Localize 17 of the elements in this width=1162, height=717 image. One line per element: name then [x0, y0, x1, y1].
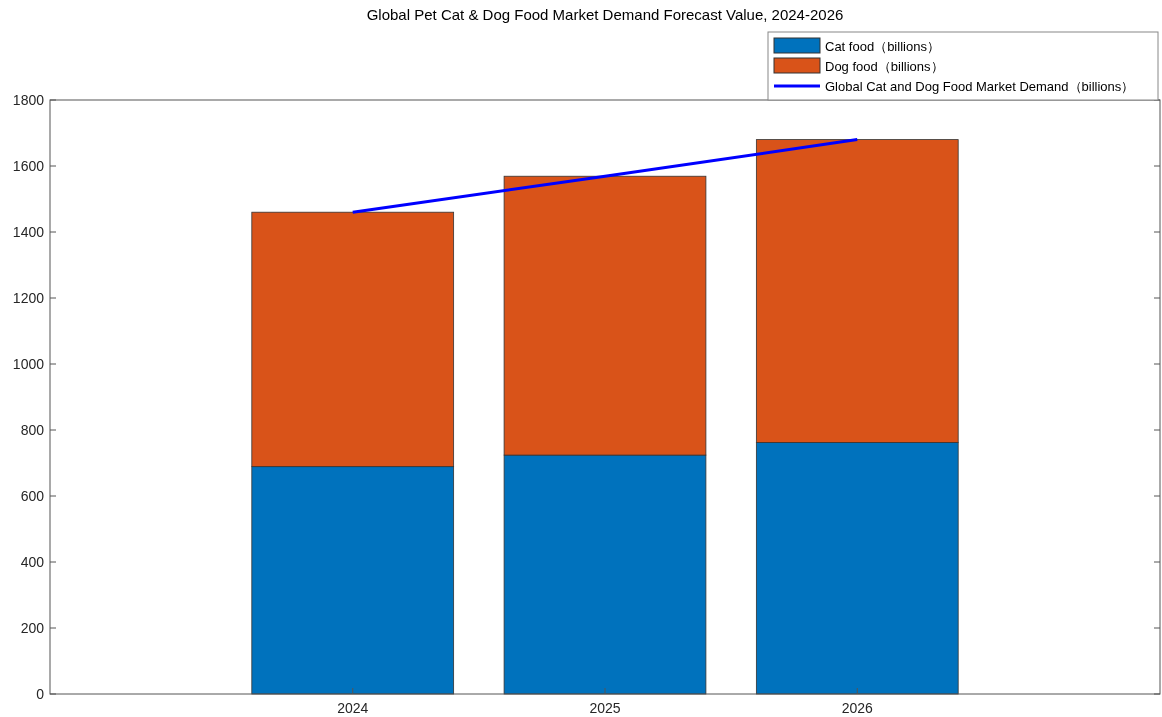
y-tick-label: 600 [20, 488, 45, 504]
legend-label: Cat food（billions） [825, 39, 940, 54]
y-tick-label: 1200 [12, 290, 45, 306]
legend-label: Global Cat and Dog Food Market Demand（billions） [825, 79, 1135, 94]
y-tick-label: 0 [36, 686, 45, 702]
y-tick-label: 1000 [12, 356, 45, 372]
y-tick-label: 200 [20, 620, 45, 636]
y-tick-label: 800 [20, 422, 45, 438]
y-tick-label: 400 [20, 554, 45, 570]
y-tick-label: 1800 [12, 92, 45, 108]
chart-title: Global Pet Cat & Dog Food Market Demand Forecast Value, 2024-2026 [366, 6, 844, 23]
x-tick-label: 2026 [841, 700, 874, 716]
y-tick-label: 1600 [12, 158, 45, 174]
y-tick-label: 1400 [12, 224, 45, 240]
x-tick-label: 2024 [337, 700, 369, 716]
legend-label: Dog food（billions） [825, 59, 944, 74]
x-tick-label: 2025 [589, 700, 621, 716]
